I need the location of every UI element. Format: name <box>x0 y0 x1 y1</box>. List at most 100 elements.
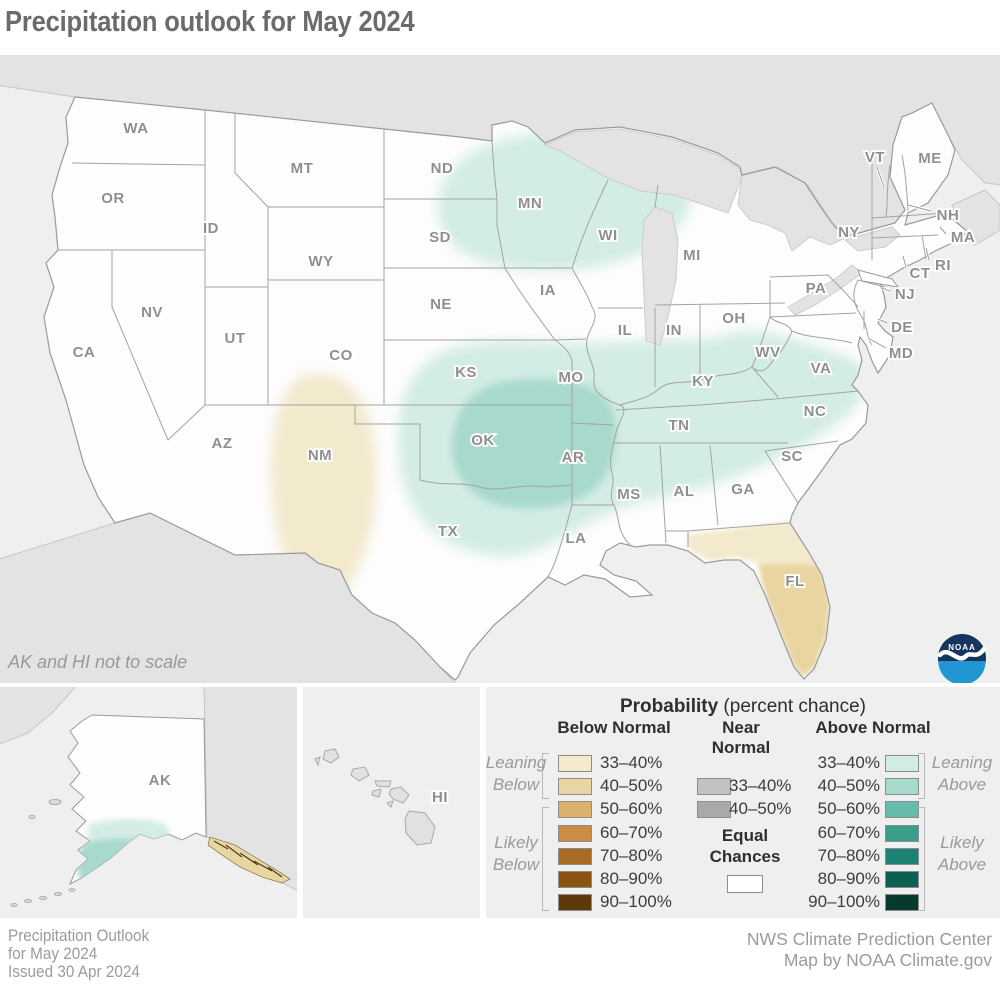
callout-line-nh <box>907 204 932 212</box>
state-label-wv: WV <box>755 344 780 361</box>
state-label-ar: AR <box>562 449 585 466</box>
legend-label-above-70–80%: 70–80% <box>817 846 880 865</box>
legend-swatch-below-40–50% <box>558 778 592 795</box>
legend-header-near-2: Normal <box>711 738 771 757</box>
footer-right-line: Map by NOAA Climate.gov <box>783 950 992 970</box>
state-label-ma: MA <box>951 229 975 246</box>
footer-left-line: Precipitation Outlook <box>8 926 150 945</box>
bracket-leaning-below <box>542 753 549 799</box>
state-label-de: DE <box>891 319 913 336</box>
region-below-33-40-new-mexico <box>270 373 377 605</box>
callout-line-md <box>867 337 887 349</box>
legend-swatch-equal-chances <box>727 875 763 893</box>
label-likely-below-1: Likely <box>494 833 538 852</box>
legend-swatch-below-90–100% <box>558 894 592 911</box>
legend-swatch-above-70–80% <box>885 848 919 865</box>
state-label-nj: NJ <box>895 286 915 303</box>
state-label-sc: SC <box>781 448 803 465</box>
state-label-wa: WA <box>123 120 148 137</box>
legend-items: 33–40% 33–40% 40–50% 40–50% 50–60% 50–60% 60–7… <box>486 687 1000 918</box>
legend-swatch-below-80–90% <box>558 871 592 888</box>
state-label-mn: MN <box>518 195 542 212</box>
state-label-nv: NV <box>141 304 163 321</box>
island-lanai <box>371 788 382 798</box>
state-label-in: IN <box>666 322 682 339</box>
legend-equal-chances-1: Equal <box>721 826 769 845</box>
callout-line-ct <box>902 255 907 268</box>
state-label-va: VA <box>811 360 832 377</box>
legend-swatch-below-70–80% <box>558 848 592 865</box>
legend-label-below-70–80%: 70–80% <box>600 846 663 865</box>
legend-swatch-above-90–100% <box>885 894 919 911</box>
legend-swatch-above-60–70% <box>885 825 919 842</box>
hawaiian-islands <box>314 748 436 846</box>
bracket-likely-above <box>918 807 925 911</box>
state-labels: WA OR ID MT WY NV CA UT CO AZ NM ND SD NE KS OK TX MN IA MO… <box>71 118 943 592</box>
state-label-ri: RI <box>935 257 951 274</box>
label-leaning-above-2: Above <box>937 775 987 794</box>
state-label-sd: SD <box>429 229 451 246</box>
footer-right: NWS Climate Prediction Center Map by NOA… <box>747 929 992 971</box>
footer-left-line: Issued 30 Apr 2024 <box>8 962 140 981</box>
footer-left-line: for May 2024 <box>8 944 98 963</box>
label-leaning-below-2: Below <box>492 775 540 794</box>
footer-right-line: NWS Climate Prediction Center <box>746 929 992 949</box>
legend-label-below-80–90%: 80–90% <box>600 869 663 888</box>
ak-panhandle-below <box>207 836 291 884</box>
hawaii-inset: HI <box>303 687 480 918</box>
state-label-pa: PA <box>806 280 827 297</box>
legend-label-above-60–70%: 60–70% <box>817 823 880 842</box>
callout-line-ma <box>939 226 947 235</box>
scale-note: AK and HI not to scale <box>7 652 187 672</box>
legend-label-near-40–50%: 40–50% <box>729 799 792 818</box>
footer-left: Precipitation Outlook for May 2024 Issue… <box>8 927 149 981</box>
label-likely-above-1: Likely <box>940 833 984 852</box>
region-below-40-50-south-florida <box>758 563 830 677</box>
legend-equal-chances-2: Chances <box>709 847 781 866</box>
legend-label-below-40–50%: 40–50% <box>600 776 663 795</box>
island-niihau <box>314 756 321 767</box>
callout-line-de <box>877 318 888 324</box>
island-kauai <box>322 748 340 764</box>
state-label-nc: NC <box>804 403 827 420</box>
alaska-inset: AK <box>0 683 301 918</box>
callout-line-nj <box>881 287 891 292</box>
state-label-id: ID <box>203 220 219 237</box>
legend-swatch-below-50–60% <box>558 801 592 818</box>
region-below-33-40-north-florida <box>686 521 820 569</box>
state-label-tx: TX <box>438 523 458 540</box>
bracket-leaning-above <box>918 753 925 799</box>
state-label-nd: ND <box>431 160 454 177</box>
lake-huron <box>737 166 846 252</box>
bracket-likely-below <box>542 807 549 911</box>
noaa-logo: NOAA <box>937 634 987 685</box>
state-label-me: ME <box>918 150 942 167</box>
legend-label-above-33–40%: 33–40% <box>817 753 880 772</box>
us-map-panel: VT NH MA RI CT NJ DE MD WA OR ID MT WY NV CA UT CO AZ NM N… <box>0 50 1000 688</box>
legend-label-near-33–40%: 33–40% <box>729 776 792 795</box>
legend-header-near-1: Near <box>722 718 760 737</box>
long-island <box>857 269 900 288</box>
aleutian-islands <box>10 799 76 907</box>
state-label-tn: TN <box>669 417 690 434</box>
seagull-icon <box>937 646 987 661</box>
state-label-wi: WI <box>598 227 617 244</box>
legend-swatch-below-60–70% <box>558 825 592 842</box>
ak-panhandle-mountains <box>213 840 283 878</box>
legend-header-below: Below Normal <box>557 718 671 737</box>
island-oahu <box>350 766 370 782</box>
legend-swatch-above-80–90% <box>885 871 919 888</box>
label-likely-below-2: Below <box>492 855 540 874</box>
state-label-mo: MO <box>558 369 583 386</box>
legend-title: Probability (percent chance) <box>619 696 867 717</box>
region-above-40-50-ok-ar-core <box>452 378 617 509</box>
state-label-ca: CA <box>73 344 96 361</box>
lake-michigan <box>641 206 679 346</box>
island-molokai <box>374 780 392 788</box>
callout-line-ri <box>925 247 930 261</box>
state-label-ia: IA <box>540 282 556 299</box>
page-title: Precipitation outlook for May 2024 <box>5 6 415 38</box>
state-label-mt: MT <box>291 160 314 177</box>
